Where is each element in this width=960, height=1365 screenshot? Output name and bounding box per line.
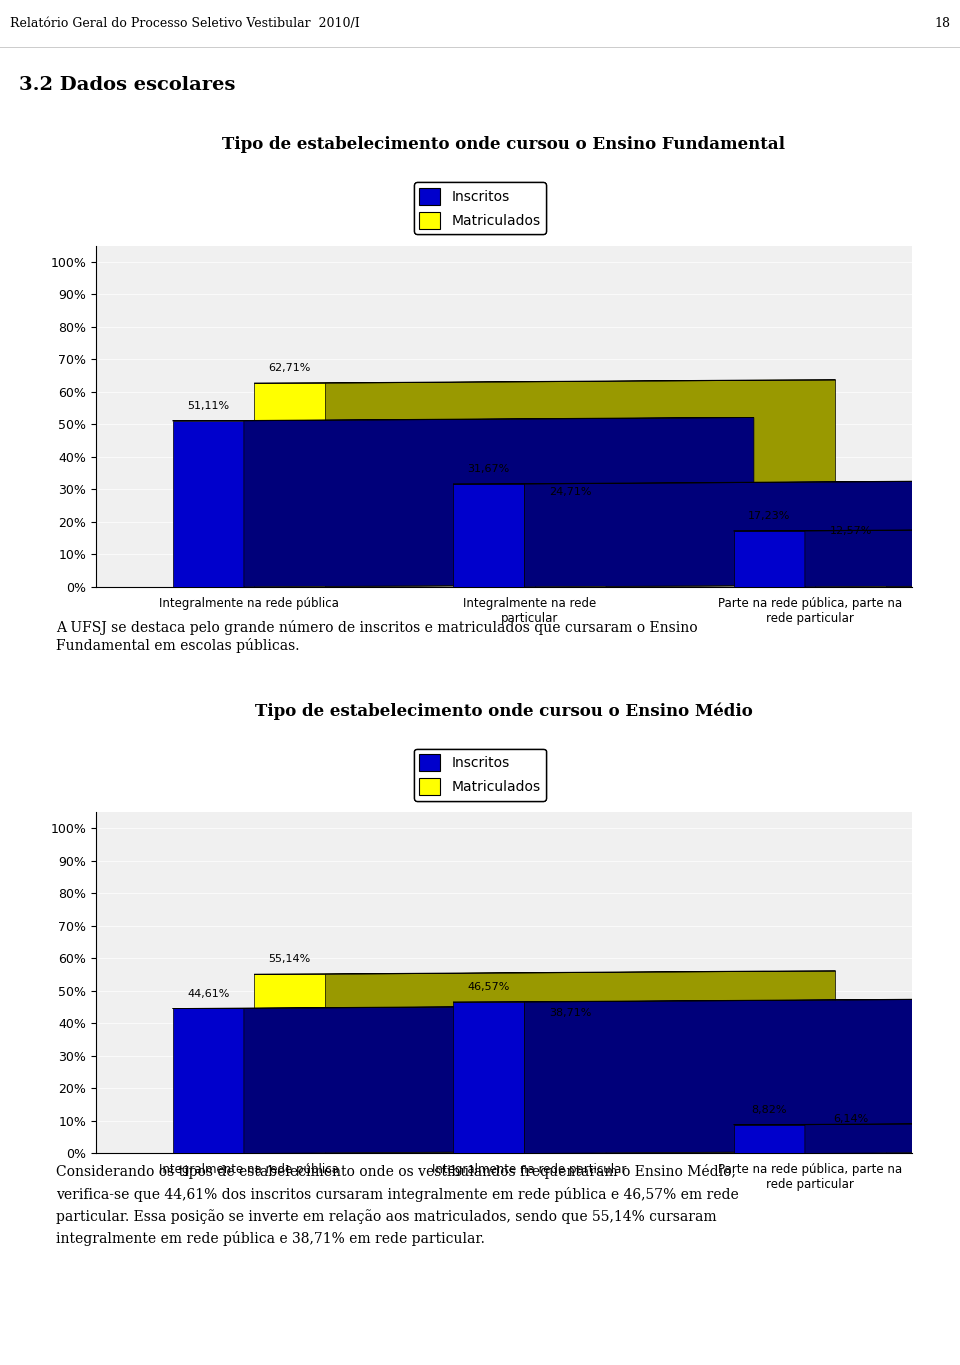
Polygon shape <box>524 999 960 1153</box>
Text: 38,71%: 38,71% <box>549 1007 591 1018</box>
Bar <box>173 420 244 587</box>
Text: 55,14%: 55,14% <box>269 954 311 965</box>
Text: Relatório Geral do Processo Seletivo Vestibular  2010/I: Relatório Geral do Processo Seletivo Ves… <box>10 18 359 30</box>
Text: 46,57%: 46,57% <box>468 983 510 992</box>
Bar <box>453 485 524 587</box>
Text: 3.2 Dados escolares: 3.2 Dados escolares <box>19 76 235 94</box>
Text: Tipo de estabelecimento onde cursou o Ensino Fundamental: Tipo de estabelecimento onde cursou o En… <box>223 136 785 153</box>
Polygon shape <box>733 528 960 531</box>
Polygon shape <box>173 418 754 420</box>
Text: 12,57%: 12,57% <box>829 527 872 536</box>
Polygon shape <box>804 1122 960 1153</box>
Bar <box>173 1009 244 1153</box>
Bar <box>815 546 886 587</box>
Text: 51,11%: 51,11% <box>187 401 229 411</box>
Polygon shape <box>325 379 835 587</box>
Polygon shape <box>886 1130 960 1153</box>
Bar <box>535 506 606 587</box>
Polygon shape <box>325 971 835 1153</box>
Polygon shape <box>535 1024 960 1028</box>
Bar <box>535 1028 606 1153</box>
Polygon shape <box>815 1130 960 1133</box>
Polygon shape <box>606 1024 960 1153</box>
Polygon shape <box>244 1005 754 1153</box>
Polygon shape <box>535 504 960 506</box>
Polygon shape <box>733 1122 960 1125</box>
Bar <box>453 1002 524 1153</box>
Polygon shape <box>804 528 960 587</box>
Polygon shape <box>453 480 960 485</box>
Legend: Inscritos, Matriculados: Inscritos, Matriculados <box>414 748 546 801</box>
Bar <box>733 531 804 587</box>
Polygon shape <box>254 971 835 975</box>
Polygon shape <box>815 543 960 546</box>
Bar <box>733 1125 804 1153</box>
Polygon shape <box>524 480 960 587</box>
Bar <box>815 1133 886 1153</box>
Polygon shape <box>173 1005 754 1009</box>
Polygon shape <box>606 504 960 587</box>
Text: 8,82%: 8,82% <box>752 1106 787 1115</box>
Polygon shape <box>453 999 960 1002</box>
Text: 24,71%: 24,71% <box>549 487 591 497</box>
Text: 17,23%: 17,23% <box>748 512 790 521</box>
Text: 31,67%: 31,67% <box>468 464 510 474</box>
Polygon shape <box>886 543 960 587</box>
Text: Considerando os tipos de estabelecimento onde os vestibulandos frequentaram o En: Considerando os tipos de estabelecimento… <box>56 1164 739 1246</box>
Text: 44,61%: 44,61% <box>187 988 229 999</box>
Bar <box>254 975 325 1153</box>
Text: 18: 18 <box>934 18 950 30</box>
Legend: Inscritos, Matriculados: Inscritos, Matriculados <box>414 182 546 235</box>
Text: 6,14%: 6,14% <box>833 1114 869 1123</box>
Polygon shape <box>244 418 754 587</box>
Polygon shape <box>254 379 835 384</box>
Text: 62,71%: 62,71% <box>269 363 311 374</box>
Text: A UFSJ se destaca pelo grande número de inscritos e matriculados que cursaram o : A UFSJ se destaca pelo grande número de … <box>56 620 698 652</box>
Text: Tipo de estabelecimento onde cursou o Ensino Médio: Tipo de estabelecimento onde cursou o En… <box>255 703 753 719</box>
Bar <box>254 384 325 587</box>
